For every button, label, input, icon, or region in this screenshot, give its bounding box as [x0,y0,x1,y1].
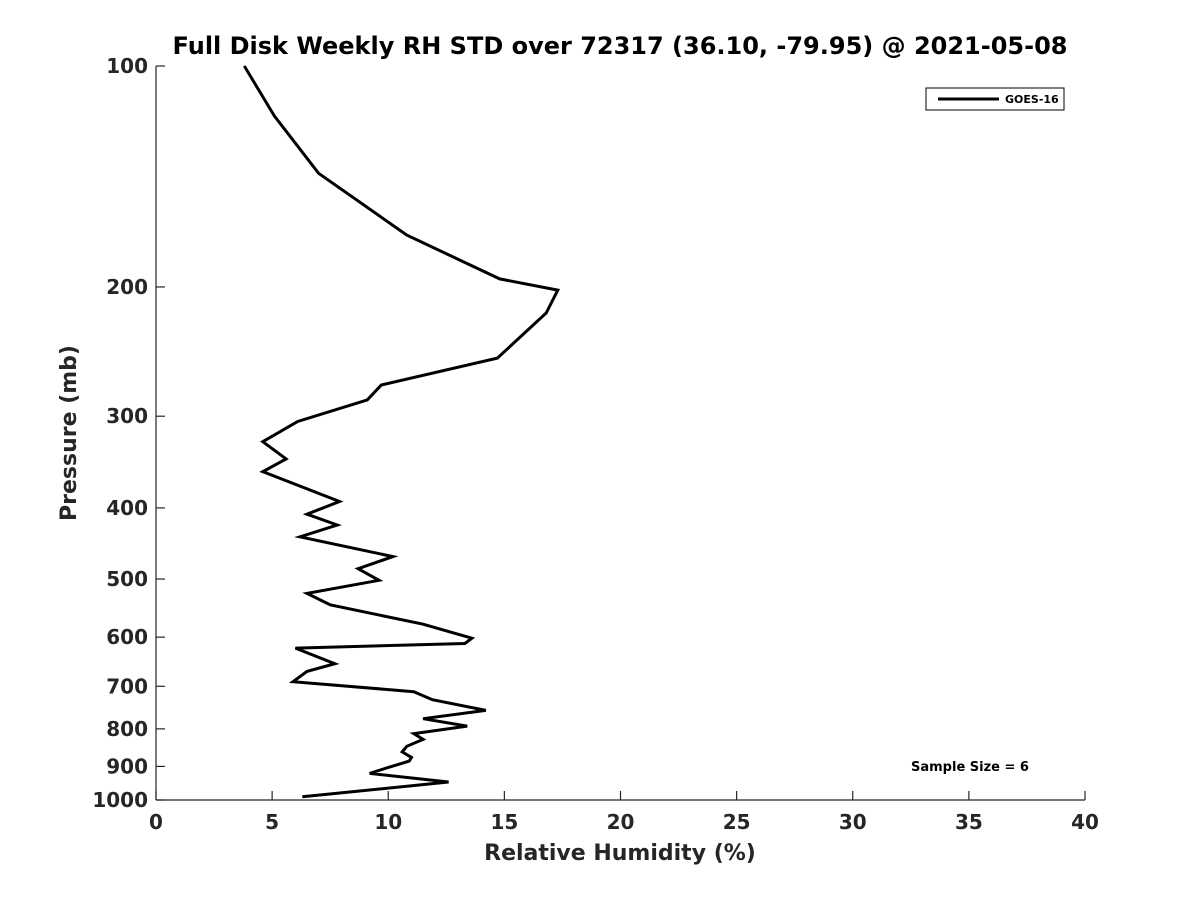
x-tick-label: 5 [265,810,279,834]
x-tick-label: 20 [607,810,635,834]
x-tick-label: 30 [839,810,867,834]
x-axis-ticks: 0 5 10 15 20 25 30 35 40 [149,791,1099,834]
y-tick-label: 300 [106,404,148,428]
y-axis-ticks: 100 200 300 400 500 600 700 800 900 1000 [92,54,165,812]
y-tick-label: 600 [106,625,148,649]
y-tick-label: 100 [106,54,148,78]
plot-area: 0 5 10 15 20 25 30 35 40 100 200 300 400 500 600 700 80… [92,54,1099,834]
legend: GOES-16 [925,87,1065,111]
y-tick-label: 900 [106,754,148,778]
x-tick-label: 15 [490,810,518,834]
y-tick-label: 1000 [92,788,148,812]
x-tick-label: 25 [723,810,751,834]
y-tick-label: 400 [106,496,148,520]
series-layer [243,65,561,799]
x-axis-label: Relative Humidity (%) [484,841,756,866]
x-tick-label: 0 [149,810,163,834]
series-line-goes-16 [243,65,561,799]
legend-label-goes-16: GOES-16 [1005,93,1059,106]
y-tick-label: 500 [106,567,148,591]
sample-size-annotation: Sample Size = 6 [911,760,1029,775]
y-tick-label: 200 [106,275,148,299]
chart-title: Full Disk Weekly RH STD over 72317 (36.1… [173,32,1068,60]
x-tick-label: 35 [955,810,983,834]
x-tick-label: 40 [1071,810,1099,834]
y-tick-label: 800 [106,717,148,741]
x-tick-label: 10 [374,810,402,834]
y-tick-label: 700 [106,674,148,698]
y-axis-label: Pressure (mb) [57,345,82,521]
